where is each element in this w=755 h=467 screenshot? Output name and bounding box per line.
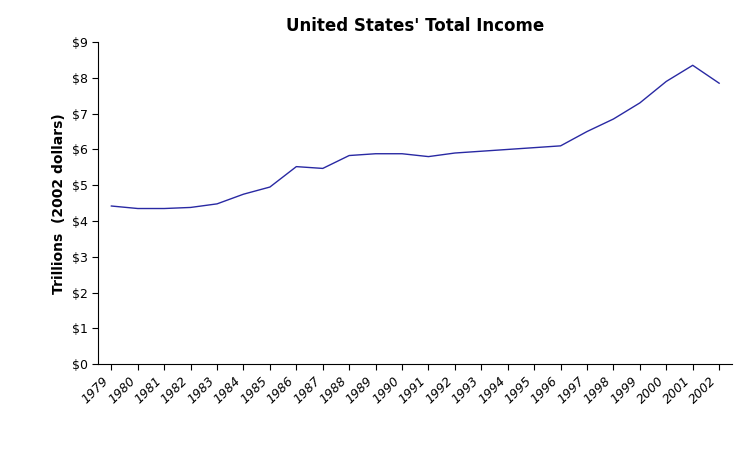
Y-axis label: Trillions  (2002 dollars): Trillions (2002 dollars) — [52, 113, 66, 294]
Title: United States' Total Income: United States' Total Income — [286, 17, 544, 35]
